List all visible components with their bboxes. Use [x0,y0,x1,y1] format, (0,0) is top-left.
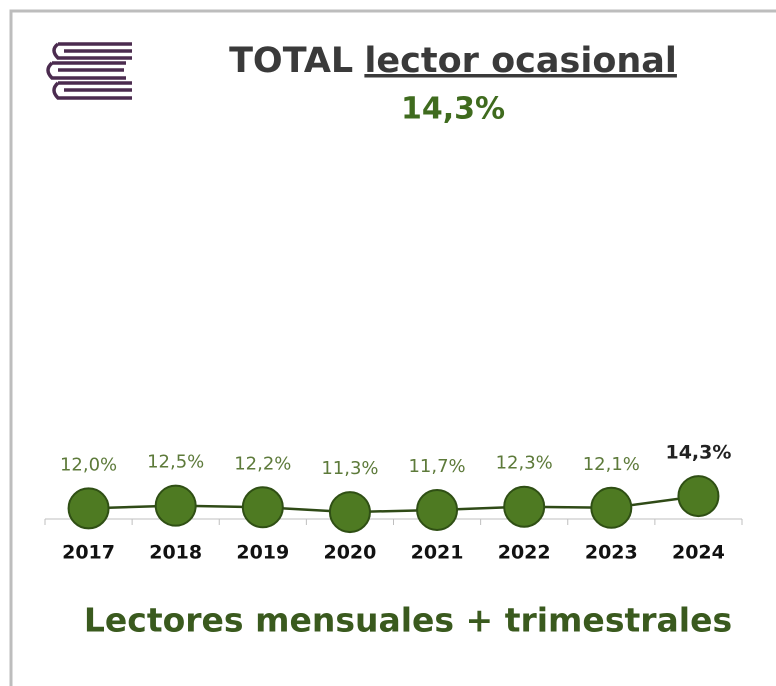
value-label: 12,0% [60,454,117,475]
x-tick-label: 2024 [672,542,725,564]
value-label: 14,3% [665,442,731,464]
marker [241,486,284,529]
x-tick-label: 2021 [411,542,464,564]
title-main: TOTAL [229,41,353,81]
subtitle: 14,3% [401,92,505,127]
value-label: 11,7% [408,456,465,477]
value-label: 12,2% [234,453,291,474]
value-label: 12,1% [583,454,640,475]
marker [154,484,197,527]
x-tick-label: 2017 [62,542,115,564]
marker [328,491,371,534]
value-label: 12,5% [147,452,204,473]
marker [677,475,720,518]
value-label: 11,3% [321,458,378,479]
marker [590,486,633,529]
x-tick-label: 2018 [149,542,202,564]
x-tick-label: 2022 [498,542,551,564]
x-tick-label: 2020 [323,542,376,564]
marker [67,487,110,530]
x-axis-label: Lectores mensuales + trimestrales [84,601,732,640]
x-tick-label: 2019 [236,542,289,564]
marker [416,488,459,531]
marker [503,485,546,528]
frame [9,9,776,686]
x-tick-label: 2023 [585,542,638,564]
chart-title: TOTAL lector ocasional [229,41,677,81]
books-icon [46,42,132,100]
title-underlined: lector ocasional [364,41,677,81]
value-label: 12,3% [496,453,553,474]
